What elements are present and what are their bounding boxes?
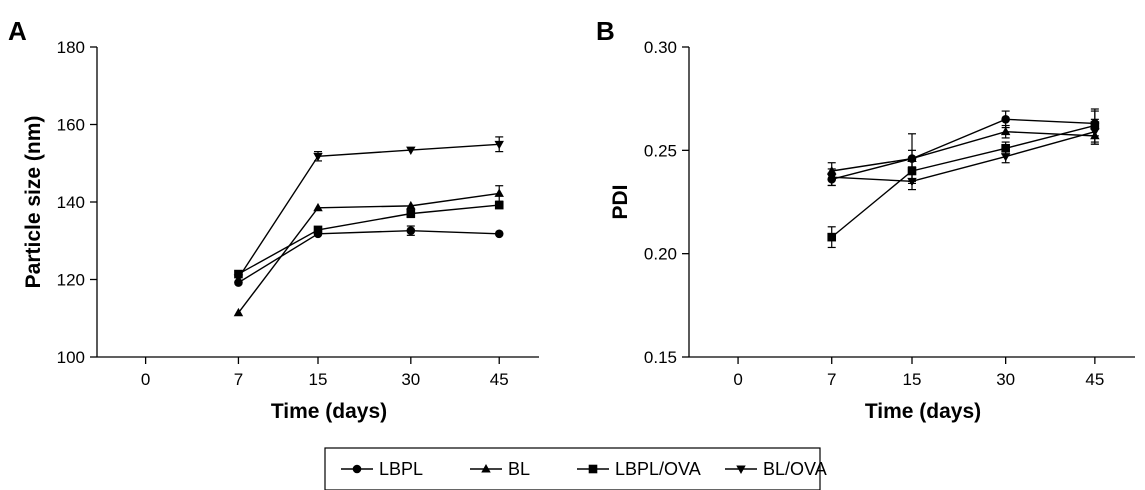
panel-a-series-lbpl-ova-point <box>406 209 416 218</box>
panel-b-series-bl-point <box>907 153 917 163</box>
panel-b-series-bl-ova-point <box>1090 128 1100 137</box>
panel-a-series-bl <box>233 185 504 317</box>
panel-a-series-bl-line <box>237 192 500 314</box>
panel-b-series-bl-ova-line <box>831 131 1096 183</box>
panel-a-series-lbpl <box>234 225 504 287</box>
panel-b-y-tick-label: 0.30 <box>644 38 677 57</box>
panel-a-series-bl-ova-point <box>406 146 416 156</box>
legend-item-bl-label: BL <box>508 459 530 479</box>
panel-b-letter: B <box>596 16 615 46</box>
legend-item-bl-marker <box>481 464 491 473</box>
legend-item-lbpl: LBPL <box>341 459 423 479</box>
panel-a-y-tick-label: 100 <box>57 348 85 367</box>
panel-a-x-axis-title: Time (days) <box>271 400 387 423</box>
legend-item-bl-ova-marker <box>736 465 746 474</box>
panel-a-x-tick-label: 30 <box>401 370 420 389</box>
panel-b-y-tick-label: 0.25 <box>644 141 677 160</box>
legend-items: LBPL BL LBPL/OVA BL/OVA <box>341 459 827 479</box>
panel-b-series-bl-point <box>1000 126 1011 136</box>
panel-b-series-lbpl-ova-point <box>827 232 837 242</box>
legend-item-bl-ova-label: BL/OVA <box>763 459 827 479</box>
panel-a-x-tick-label: 0 <box>141 370 150 389</box>
legend-box <box>324 447 821 490</box>
panel-a-y-tick-label: 120 <box>57 271 85 290</box>
panel-b-series-bl-ova <box>826 118 1100 191</box>
legend-item-lbpl-ova-marker <box>588 464 598 474</box>
panel-a-series-bl-ova-point <box>233 274 244 283</box>
panel-a-x-tick-label: 15 <box>309 370 328 389</box>
panel-b-series-lbpl-ova-point <box>907 166 917 176</box>
panel-a-series-lbpl-ova-point <box>494 200 504 210</box>
panel-a: A Time (days) Particle size (nm) 100 120 1… <box>8 16 539 423</box>
legend-item-lbpl-label: LBPL <box>379 459 423 479</box>
panel-b-y-tick-label: 0.20 <box>644 245 677 264</box>
panel-a-series-lbpl-ova-point <box>313 225 323 235</box>
panel-b-x-tick-label: 15 <box>903 370 922 389</box>
panel-b-series-bl-ova-point <box>1000 153 1011 162</box>
panel-b-x-tick-label: 7 <box>827 370 836 389</box>
panel-a-series-bl-point <box>406 200 416 210</box>
panel-a-series-bl-ova-point <box>313 152 323 162</box>
panel-b-series-lbpl-point <box>1001 115 1010 124</box>
panel-a-letter: A <box>8 16 27 46</box>
panel-b-series-lbpl-line <box>831 118 1095 180</box>
panel-a-series-bl-point <box>494 188 504 197</box>
legend-item-lbpl-ova-label: LBPL/OVA <box>615 459 701 479</box>
panel-b-x-tick-label: 0 <box>733 370 742 389</box>
panel-a-series-bl-ova <box>233 136 504 283</box>
panel-b: B Time (days) PDI 0.15 0.20 0.25 0.30 0 7 15 30… <box>596 16 1135 423</box>
panel-b-series-lbpl-ova-point <box>1001 143 1010 153</box>
panel-a-series-lbpl-ova <box>234 200 504 279</box>
legend-item-bl: BL <box>470 459 530 479</box>
panel-b-y-axis-title: PDI <box>609 184 632 219</box>
panel-a-x-tick-label: 45 <box>490 370 509 389</box>
legend-item-lbpl-marker <box>352 464 362 474</box>
panel-a-series-lbpl-ova-point <box>234 269 243 279</box>
panel-b-x-tick-label: 45 <box>1085 370 1104 389</box>
panel-b-series-lbpl <box>827 110 1100 187</box>
panel-a-y-axis-title: Particle size (nm) <box>22 116 45 289</box>
panel-b-y-tick-label: 0.15 <box>644 348 677 367</box>
panel-a-series-bl-point <box>313 202 323 212</box>
panel-a-series-bl-ova-point <box>494 140 504 150</box>
panel-a-y-tick-label: 180 <box>57 38 85 57</box>
legend: LBPL BL LBPL/OVA BL/OVA <box>324 447 827 490</box>
legend-item-bl-ova: BL/OVA <box>725 459 827 479</box>
panel-b-series-bl-ova-point <box>907 177 917 187</box>
panel-a-series-lbpl-point <box>406 226 416 235</box>
panel-a-series-bl-ova-line <box>237 143 500 279</box>
panel-a-series-bl-point <box>233 307 244 317</box>
panel-b-series-lbpl-ova-line <box>831 124 1096 238</box>
panel-a-series-lbpl-ova-line <box>238 204 500 275</box>
panel-a-series-lbpl-line <box>238 229 500 284</box>
panel-a-y-tick-label: 160 <box>57 116 85 135</box>
legend-item-lbpl-ova: LBPL/OVA <box>577 459 701 479</box>
panel-a-y-tick-label: 140 <box>57 193 85 212</box>
panel-b-series-bl <box>826 124 1100 180</box>
panel-b-x-axis-title: Time (days) <box>865 400 981 423</box>
panel-b-series-bl-ova-point <box>826 173 837 183</box>
panel-b-series-lbpl-ova <box>827 108 1100 249</box>
panel-b-x-tick-label: 30 <box>996 370 1015 389</box>
panel-a-x-tick-label: 7 <box>234 370 243 389</box>
panel-b-series-bl-line <box>831 131 1095 172</box>
panel-a-series-lbpl-point <box>494 229 504 239</box>
